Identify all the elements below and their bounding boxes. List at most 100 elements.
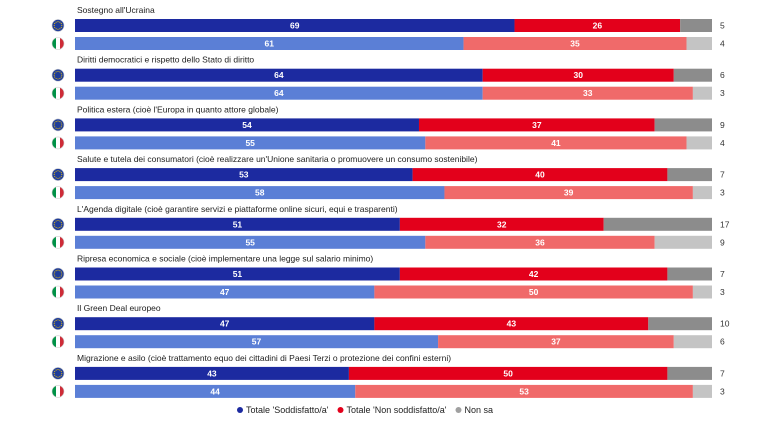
italy-bar-row: 58 39 3: [51, 186, 725, 200]
eu-bar-row: 51 42 7: [51, 267, 725, 281]
segment-value-label: 64: [274, 70, 284, 80]
italy-bar-row: 55 36 9: [51, 235, 725, 249]
eu-flag-icon: [51, 68, 65, 82]
segment-value-label: 47: [220, 287, 230, 297]
non-sa-value-label: 5: [720, 21, 725, 31]
non-sa-segment: [692, 384, 712, 398]
segment-value-label: 32: [497, 219, 507, 229]
non-sa-segment: [692, 186, 712, 200]
non-sa-value-label: 7: [720, 170, 725, 180]
non-sa-segment: [654, 118, 712, 132]
eu-bar-row: 53 40 7: [51, 168, 725, 182]
non-soddisfatto-segment: [355, 384, 693, 398]
non-sa-value-label: 7: [720, 368, 725, 378]
legend-item: Non sa: [455, 405, 494, 415]
segment-value-label: 50: [529, 287, 539, 297]
non-sa-value-label: 3: [720, 287, 725, 297]
category-group: Diritti democratici e rispetto dello Sta…: [51, 55, 725, 100]
non-soddisfatto-segment: [418, 118, 655, 132]
segment-value-label: 53: [239, 170, 249, 180]
soddisfatto-segment: [75, 217, 400, 231]
non-sa-value-label: 17: [720, 219, 730, 229]
non-sa-segment: [686, 136, 712, 150]
soddisfatto-segment: [75, 136, 426, 150]
legend-item: Totale 'Soddisfatto/a': [237, 405, 329, 415]
non-sa-segment: [603, 217, 712, 231]
non-soddisfatto-segment: [514, 19, 681, 32]
category-title: L'Agenda digitale (cioè garantire serviz…: [77, 204, 398, 214]
legend-label: Non sa: [465, 405, 494, 415]
segment-value-label: 64: [274, 88, 284, 98]
segment-value-label: 30: [573, 70, 583, 80]
soddisfatto-segment: [75, 168, 413, 182]
non-sa-value-label: 3: [720, 386, 725, 396]
category-group: L'Agenda digitale (cioè garantire serviz…: [51, 204, 730, 249]
non-soddisfatto-segment: [438, 335, 674, 349]
category-group: Politica estera (cioè l'Europa in quanto…: [51, 104, 725, 150]
segment-value-label: 58: [255, 188, 265, 198]
non-sa-value-label: 10: [720, 319, 730, 329]
non-sa-value-label: 4: [720, 39, 725, 49]
legend-item: Totale 'Non soddisfatto/a': [337, 405, 447, 415]
segment-value-label: 43: [207, 368, 217, 378]
italy-flag-icon: [51, 37, 65, 50]
segment-value-label: 33: [583, 88, 593, 98]
non-sa-segment: [686, 37, 712, 50]
non-sa-value-label: 3: [720, 188, 725, 198]
non-sa-value-label: 7: [720, 269, 725, 279]
legend: Totale 'Soddisfatto/a' Totale 'Non soddis…: [237, 405, 493, 415]
eu-bar-row: 47 43 10: [51, 317, 730, 331]
italy-flag-icon: [51, 385, 65, 398]
eu-bar-row: 43 50 7: [51, 366, 725, 380]
non-sa-value-label: 4: [720, 138, 725, 148]
italy-bar-row: 47 50 3: [51, 285, 725, 299]
non-soddisfatto-segment: [348, 366, 668, 380]
non-soddisfatto-segment: [399, 217, 604, 231]
italy-bar-row: 44 53 3: [51, 384, 725, 398]
soddisfatto-segment: [75, 335, 439, 349]
italy-bar-row: 57 37 6: [51, 335, 725, 349]
soddisfatto-segment: [75, 186, 445, 200]
non-soddisfatto-segment: [399, 267, 668, 281]
non-sa-segment: [692, 285, 712, 299]
segment-value-label: 55: [245, 138, 255, 148]
eu-flag-icon: [51, 218, 65, 231]
soddisfatto-segment: [75, 86, 483, 100]
eu-flag-icon: [51, 367, 65, 380]
non-soddisfatto-segment: [374, 285, 693, 299]
eu-bar-row: 54 37 9: [51, 118, 725, 132]
soddisfatto-segment: [75, 68, 483, 82]
segment-value-label: 35: [570, 39, 580, 49]
legend-marker: [237, 407, 243, 413]
non-sa-segment: [673, 335, 712, 349]
category-group: Il Green Deal europeo 47 43 10 57 37 6: [51, 303, 730, 349]
eu-flag-icon: [51, 118, 65, 132]
category-title: Il Green Deal europeo: [77, 303, 161, 313]
non-sa-segment: [680, 19, 712, 32]
eu-bar-row: 64 30 6: [51, 68, 725, 82]
category-title: Migrazione e asilo (cioè trattamento equ…: [77, 353, 451, 363]
soddisfatto-segment: [75, 285, 375, 299]
segment-value-label: 54: [242, 120, 252, 130]
italy-flag-icon: [51, 335, 65, 349]
segment-value-label: 44: [210, 386, 220, 396]
italy-flag-icon: [51, 285, 65, 299]
eu-flag-icon: [51, 267, 65, 281]
soddisfatto-segment: [75, 235, 426, 249]
legend-label: Totale 'Soddisfatto/a': [246, 405, 329, 415]
segment-value-label: 40: [535, 170, 545, 180]
eu-bar-row: 51 32 17: [51, 217, 730, 231]
non-sa-value-label: 6: [720, 70, 725, 80]
non-sa-value-label: 6: [720, 337, 725, 347]
segment-value-label: 61: [265, 39, 275, 49]
category-title: Diritti democratici e rispetto dello Sta…: [77, 55, 254, 65]
category-group: Salute e tutela dei consumatori (cioè re…: [51, 154, 725, 200]
non-soddisfatto-segment: [412, 168, 668, 182]
eu-flag-icon: [51, 168, 65, 181]
soddisfatto-segment: [75, 37, 464, 50]
segment-value-label: 51: [233, 219, 243, 229]
non-soddisfatto-segment: [482, 86, 693, 100]
category-title: Ripresa economica e sociale (cioè implem…: [77, 254, 373, 264]
